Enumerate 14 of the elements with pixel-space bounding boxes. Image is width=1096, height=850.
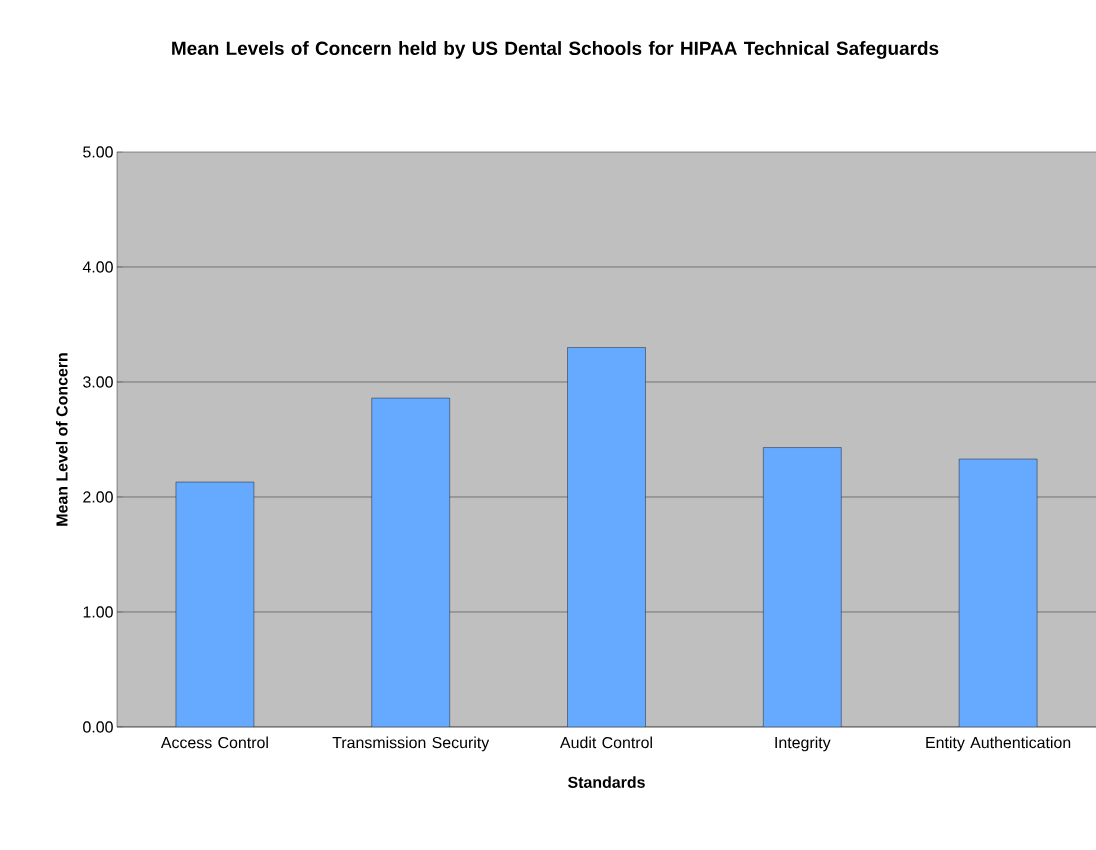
x-tick-label: Integrity xyxy=(775,736,831,752)
chart-title: Mean Levels of Concern held by US Dental Schools for HIPAA Technical Safeguards xyxy=(172,41,939,59)
y-tick-label: 0.00 xyxy=(83,721,113,733)
x-tick-label: Entity Authentication xyxy=(926,736,1071,752)
x-tick-label: Access Control xyxy=(160,736,268,749)
y-tick-label: 5.00 xyxy=(83,146,113,158)
x-axis-title: Standards xyxy=(567,776,645,788)
x-tick-label: Transmission Security xyxy=(332,736,490,752)
y-tick-label: 4.00 xyxy=(82,261,113,273)
y-tick-label: 3.00 xyxy=(83,376,113,388)
y-tick-label: 1.00 xyxy=(83,606,113,618)
y-axis-title: Mean Level of Concern xyxy=(55,353,68,526)
y-tick-label: 2.00 xyxy=(83,491,113,503)
x-tick-label: Audit Control xyxy=(560,736,652,749)
